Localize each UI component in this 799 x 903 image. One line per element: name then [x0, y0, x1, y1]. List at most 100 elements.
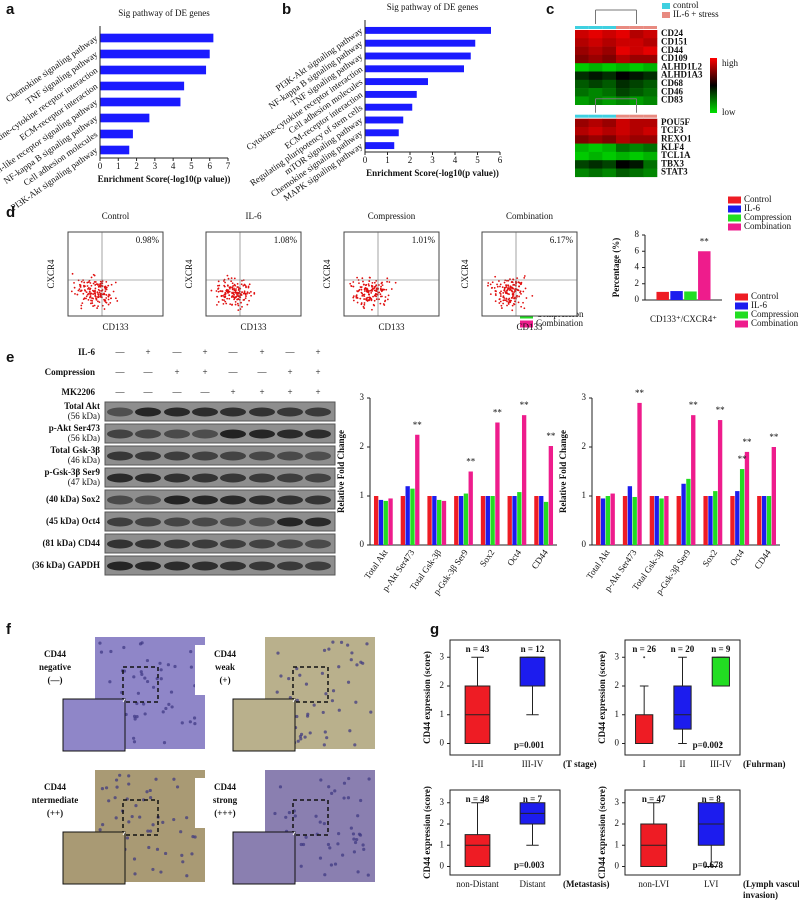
treatment-sign: — — [257, 367, 268, 377]
event-dot — [368, 284, 370, 287]
bar — [698, 251, 711, 300]
event-dot — [360, 286, 363, 288]
event-dot — [227, 277, 230, 280]
cell-nucleus — [172, 817, 176, 822]
ihc-label: strong — [213, 795, 238, 805]
significance: ** — [520, 400, 530, 410]
x-tick-label: non-LVI — [638, 879, 669, 889]
bar — [686, 478, 691, 545]
treatment-sign: + — [315, 367, 320, 377]
cell-nucleus — [323, 730, 327, 734]
x-tick-label: CD133⁺/CXCR4⁺ — [650, 314, 717, 324]
treatment-label: MK2206 — [62, 387, 96, 397]
cell-nucleus — [287, 811, 291, 815]
cell-nucleus — [132, 675, 136, 679]
treatment-sign: — — [115, 347, 126, 357]
event-dot — [368, 280, 371, 282]
panel-letter: b — [282, 1, 291, 18]
plot-title: Compression — [368, 211, 416, 221]
event-dot — [375, 279, 378, 282]
event-dot — [92, 293, 95, 296]
cell-nucleus — [342, 781, 347, 785]
blot-strip — [104, 467, 336, 488]
blot-strip — [104, 533, 336, 554]
event-dot — [513, 284, 516, 286]
event-dot — [244, 297, 247, 300]
cell-nucleus — [306, 712, 310, 716]
event-dot — [243, 290, 246, 293]
heatmap-cell — [588, 151, 603, 161]
cell-nucleus — [352, 837, 356, 841]
event-dot — [487, 284, 489, 287]
y-axis-label: CD44 expression (score) — [422, 651, 432, 744]
x-tick-label: Total Akt — [584, 547, 612, 581]
treatment-sign: + — [287, 387, 292, 397]
event-dot — [70, 290, 73, 293]
cell-nucleus — [349, 658, 353, 662]
group-strip — [602, 114, 616, 118]
event-dot — [246, 303, 249, 306]
event-dot — [511, 304, 514, 307]
cell-nucleus — [301, 842, 306, 847]
blot-band — [135, 451, 161, 461]
row-label: CD83 — [661, 95, 683, 105]
y-tick-label: 2 — [615, 818, 620, 828]
x-axis-label: (T stage) — [563, 759, 597, 769]
y-axis-label: CD44 expression (score) — [597, 651, 607, 744]
plot-title: Combination — [506, 211, 553, 221]
cell-nucleus — [298, 734, 303, 739]
heatmap-cell — [588, 46, 603, 56]
heatmap-cell — [643, 30, 658, 39]
x-axis-label: invasion) — [743, 890, 778, 900]
heatmap-cell — [616, 151, 630, 161]
treatment-sign: — — [143, 387, 154, 397]
blot-band — [135, 539, 161, 549]
x-axis-label: Enrichment Score(-log10(p value)) — [98, 174, 231, 184]
cell-nucleus — [299, 864, 303, 868]
ihc-label: CD44 — [44, 649, 66, 659]
x-tick-label: Oct4 — [505, 547, 524, 567]
event-dot — [352, 285, 355, 288]
event-dot — [394, 281, 397, 284]
event-dot — [237, 304, 240, 307]
event-dot — [359, 286, 362, 288]
event-dot — [514, 300, 516, 303]
bar — [761, 496, 767, 545]
y-axis-label: Relative Fold Change — [558, 430, 568, 513]
cell-nucleus — [173, 664, 177, 669]
cell-nucleus — [321, 710, 325, 715]
blot-band — [249, 517, 275, 527]
bar — [373, 496, 379, 545]
event-dot — [94, 292, 97, 295]
event-dot — [509, 285, 512, 288]
x-tick-label: 2 — [134, 161, 139, 171]
event-dot — [507, 287, 510, 290]
event-dot — [94, 287, 97, 290]
event-dot — [244, 284, 246, 287]
event-dot — [94, 291, 97, 293]
x-tick-label: LVI — [704, 879, 718, 889]
cell-nucleus — [284, 815, 288, 819]
blot-band — [107, 495, 133, 505]
event-dot — [114, 297, 117, 300]
y-axis-label: Relative Fold Change — [336, 430, 346, 513]
event-dot — [386, 280, 388, 283]
bar — [632, 496, 637, 545]
x-axis-label: CD133 — [102, 322, 129, 332]
event-dot — [358, 282, 360, 285]
bar — [656, 291, 669, 300]
event-dot — [373, 299, 376, 302]
event-dot — [236, 282, 239, 285]
cell-nucleus — [172, 777, 176, 781]
heatmap-cell — [629, 160, 644, 169]
cell-nucleus — [192, 716, 197, 720]
heatmap-cell — [643, 96, 658, 105]
heatmap-cell — [643, 54, 658, 64]
cell-nucleus — [318, 820, 322, 824]
event-dot — [368, 276, 371, 279]
event-dot — [518, 285, 520, 288]
n-label: n = 48 — [466, 794, 490, 804]
treatment-sign: — — [228, 367, 239, 377]
event-dot — [217, 280, 220, 283]
color-bar-label: high — [722, 58, 739, 68]
